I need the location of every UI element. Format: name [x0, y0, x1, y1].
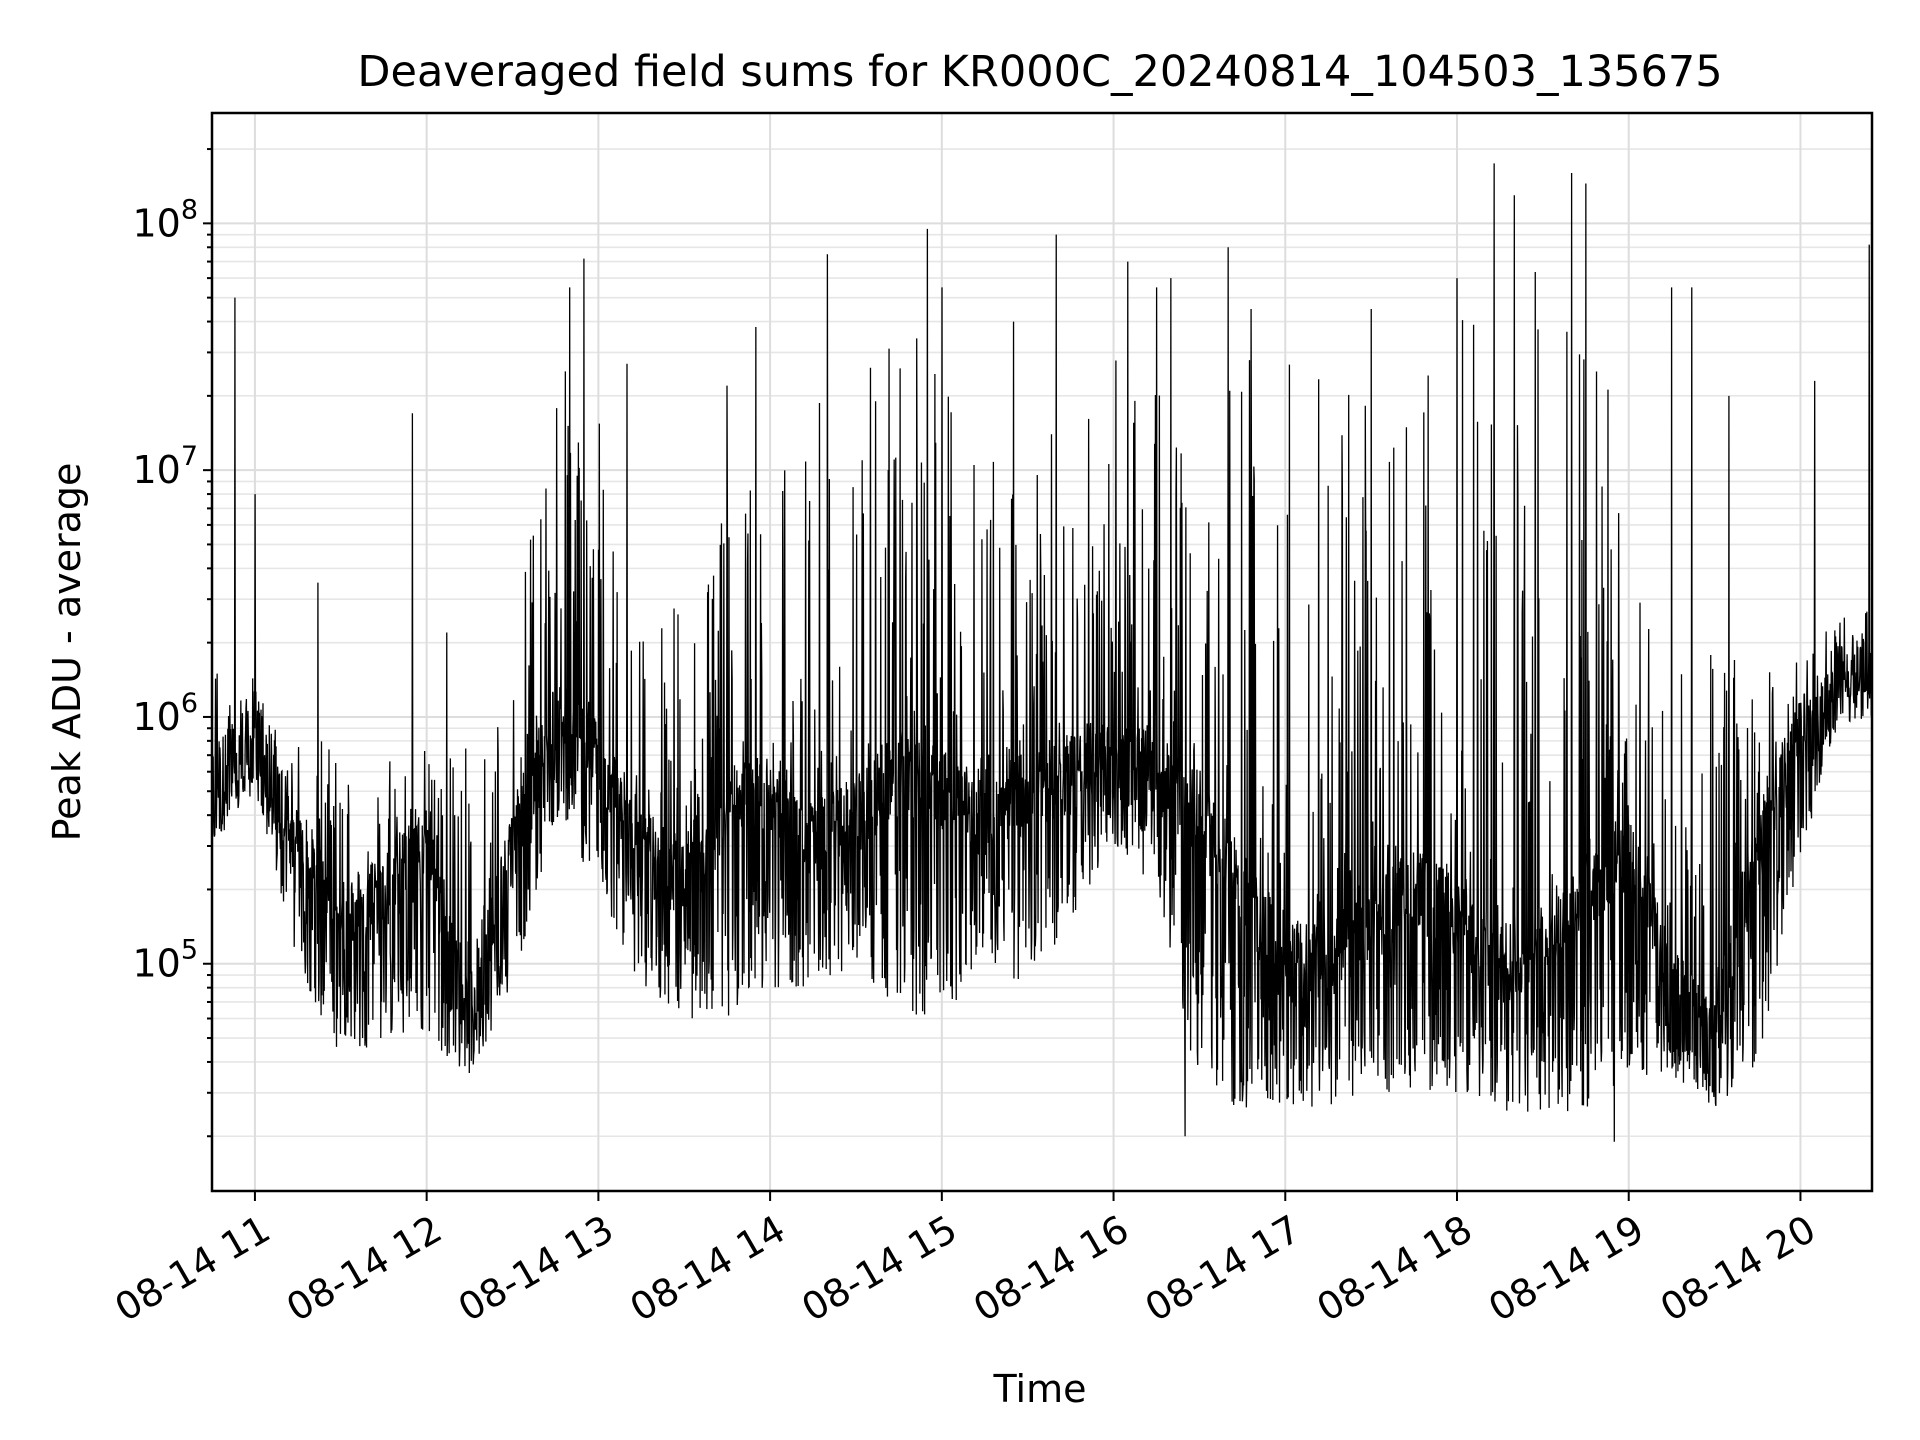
plot-frame — [210, 111, 1874, 1193]
x-tick-label: 08-14 12 — [279, 1207, 449, 1331]
x-tick-label: 08-14 20 — [1653, 1207, 1823, 1331]
series-line — [211, 163, 1873, 1142]
y-tick-label: 107 — [132, 441, 198, 492]
x-tick-label: 08-14 15 — [794, 1207, 964, 1331]
y-tick-label: 105 — [132, 935, 198, 986]
y-tick-base: 10 — [132, 695, 180, 739]
y-axis-label: Peak ADU - average — [45, 463, 89, 842]
y-tick-exponent: 5 — [181, 935, 198, 966]
y-tick-base: 10 — [132, 448, 180, 492]
y-tick-base: 10 — [132, 942, 180, 986]
x-tick-label: 08-14 11 — [107, 1207, 277, 1331]
y-tick-exponent: 6 — [181, 688, 198, 719]
x-tick-label: 08-14 19 — [1481, 1207, 1651, 1331]
chart-title: Deaveraged field sums for KR000C_2024081… — [357, 47, 1722, 97]
y-tick-label: 108 — [132, 194, 198, 245]
y-tick-exponent: 8 — [181, 194, 198, 225]
x-tick-label: 08-14 17 — [1138, 1207, 1308, 1331]
x-tick-label: 08-14 14 — [623, 1207, 793, 1331]
x-tick-label: 08-14 16 — [966, 1207, 1136, 1331]
x-tick-label: 08-14 18 — [1310, 1207, 1480, 1331]
y-tick-exponent: 7 — [181, 441, 198, 472]
x-axis-label: Time — [993, 1367, 1087, 1411]
x-axis: 08-14 11 08-14 12 08-14 13 08-14 14 08-14 15… — [107, 1191, 1823, 1331]
y-tick-label: 106 — [132, 688, 198, 739]
x-tick-label: 08-14 13 — [451, 1207, 621, 1331]
y-tick-base: 10 — [132, 201, 180, 245]
